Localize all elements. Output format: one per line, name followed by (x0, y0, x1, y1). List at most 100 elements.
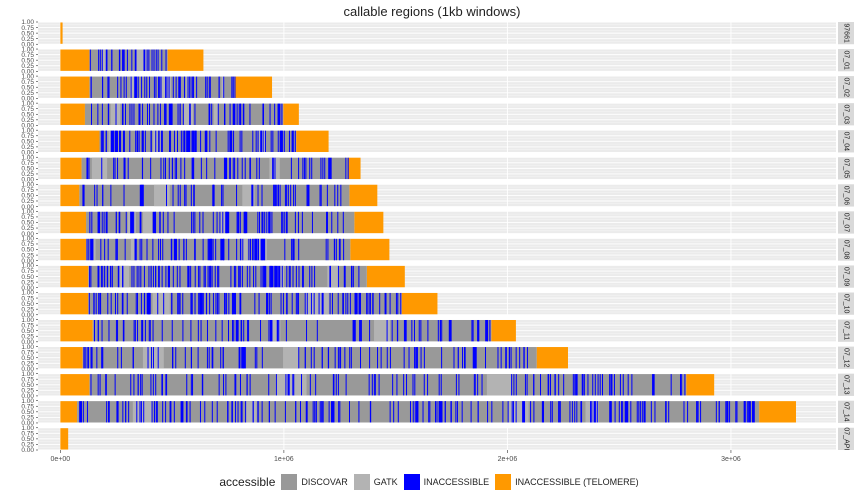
bar-inaccessible (129, 130, 131, 153)
bar-inaccessible (420, 319, 422, 342)
bar-inaccessible (133, 374, 135, 396)
legend-item-inaccessible: INACCESSIBLE (403, 474, 490, 490)
bar-inaccessible (102, 265, 104, 288)
bar-inaccessible (743, 401, 746, 423)
bar-inaccessible (240, 292, 242, 315)
y-tick-label: 0.00 (21, 258, 34, 265)
bar-inaccessible (654, 401, 656, 423)
y-tick-label: 0.00 (21, 447, 34, 454)
bar-inaccessible (172, 265, 174, 288)
bar-inaccessible (98, 49, 100, 71)
bar-inaccessible (320, 157, 322, 180)
bar-inaccessible (371, 374, 373, 396)
bar-telomere (401, 292, 438, 315)
bar-inaccessible (113, 157, 115, 180)
bar-inaccessible (511, 401, 513, 423)
bar-inaccessible (458, 374, 460, 396)
bar-inaccessible (275, 374, 277, 396)
bar-inaccessible (180, 157, 182, 180)
bar-inaccessible (190, 184, 192, 207)
bar-inaccessible (190, 347, 192, 369)
bar-inaccessible (222, 211, 224, 234)
bar-inaccessible (165, 401, 167, 423)
bar-inaccessible (471, 319, 473, 342)
bar-inaccessible (243, 211, 245, 234)
bar-inaccessible (231, 401, 233, 423)
bar-telomere (536, 347, 568, 369)
y-tick-label: 1.00 (21, 317, 34, 324)
bar-inaccessible (140, 374, 142, 396)
bar-inaccessible (513, 374, 515, 396)
bar-inaccessible (126, 292, 128, 315)
bar-inaccessible (202, 238, 204, 261)
bar-inaccessible (257, 401, 259, 423)
bar-inaccessible (228, 319, 230, 342)
bar-inaccessible (298, 238, 300, 261)
bar-inaccessible (440, 374, 442, 396)
bar-gatk (219, 211, 228, 234)
bar-inaccessible (139, 238, 141, 261)
x-tick-label: 2e+06 (498, 456, 518, 463)
bar-inaccessible (111, 49, 113, 71)
bar-inaccessible (643, 401, 646, 423)
bar-inaccessible (251, 238, 253, 261)
bar-inaccessible (115, 211, 117, 234)
bar-inaccessible (184, 184, 186, 207)
y-tick-label: 0.50 (21, 111, 34, 118)
bar-inaccessible (197, 319, 199, 342)
bar-inaccessible (170, 238, 172, 261)
bar-inaccessible (202, 292, 204, 315)
bar-inaccessible (232, 292, 236, 315)
bar-inaccessible (335, 238, 337, 261)
bar-inaccessible (93, 319, 95, 342)
bar-inaccessible (167, 265, 169, 288)
bar-inaccessible (152, 211, 156, 234)
bar-inaccessible (229, 130, 232, 153)
bar-inaccessible (726, 401, 728, 423)
bar-inaccessible (270, 130, 272, 153)
bar-inaccessible (285, 319, 287, 342)
bar-inaccessible (505, 347, 507, 369)
bar-inaccessible (198, 265, 200, 288)
bar-inaccessible (497, 347, 499, 369)
bar-inaccessible (255, 130, 257, 153)
bar-inaccessible (122, 49, 124, 71)
bar-inaccessible (168, 130, 170, 153)
bar-inaccessible (491, 401, 493, 423)
bar-inaccessible (86, 157, 88, 180)
bar-inaccessible (103, 211, 105, 234)
bar-inaccessible (522, 401, 526, 423)
legend-label-inaccessible: INACCESSIBLE (423, 477, 490, 487)
bar-inaccessible (392, 374, 394, 396)
bar-inaccessible (533, 401, 535, 423)
bar-inaccessible (257, 238, 259, 261)
bar-inaccessible (101, 211, 103, 234)
y-tick-label: 0.50 (21, 220, 34, 227)
bar-inaccessible (207, 265, 209, 288)
bar-inaccessible (281, 103, 283, 125)
bar-inaccessible (286, 184, 288, 207)
bar-inaccessible (125, 211, 127, 234)
bar-inaccessible (254, 238, 256, 261)
bar-inaccessible (261, 184, 263, 207)
bar-inaccessible (189, 103, 191, 125)
bar-inaccessible (177, 184, 179, 207)
y-tick-label: 0.75 (21, 160, 34, 167)
bar-inaccessible (439, 401, 443, 423)
bar-inaccessible (403, 319, 407, 342)
bar-inaccessible (223, 238, 225, 261)
bar-inaccessible (198, 292, 200, 315)
bar-inaccessible (100, 292, 102, 315)
bar-inaccessible (239, 103, 241, 125)
bar-inaccessible (144, 292, 146, 315)
bar-inaccessible (159, 238, 161, 261)
y-tick-label: 1.00 (21, 344, 34, 351)
bar-inaccessible (106, 401, 108, 423)
bar-discovar (92, 319, 492, 342)
bar-inaccessible (519, 347, 521, 369)
bar-inaccessible (153, 103, 155, 125)
bar-inaccessible (239, 292, 241, 315)
bar-inaccessible (207, 238, 209, 261)
y-tick-label: 0.50 (21, 274, 34, 281)
bar-inaccessible (332, 374, 334, 396)
